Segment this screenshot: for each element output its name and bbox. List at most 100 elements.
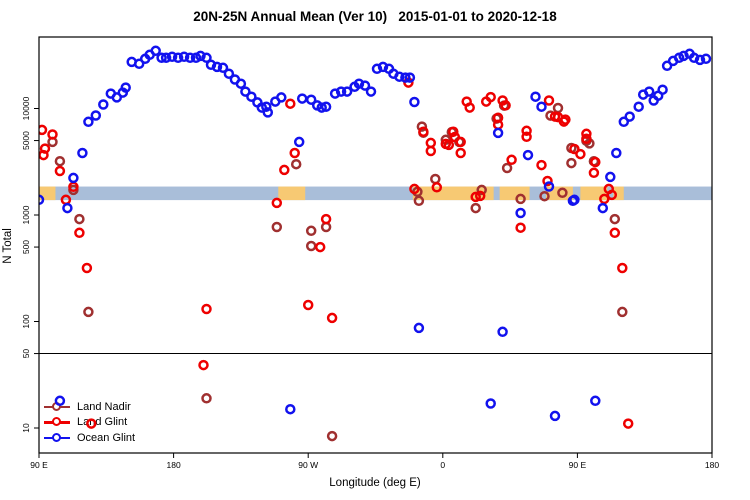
chart-title: 20N-25N Annual Mean (Ver 10) 2015-01-01 … bbox=[193, 9, 557, 24]
data-point bbox=[320, 101, 332, 112]
x-tick-label: 90 E bbox=[30, 460, 48, 470]
data-point bbox=[205, 59, 217, 71]
legend: Land Nadir Land Glint Ocean Glint bbox=[44, 399, 135, 446]
data-point bbox=[293, 136, 305, 148]
data-point bbox=[178, 51, 190, 63]
data-point bbox=[371, 63, 383, 75]
y-tick-label: 10 bbox=[21, 423, 31, 433]
data-point bbox=[296, 93, 308, 104]
data-point bbox=[413, 322, 425, 334]
data-point bbox=[633, 101, 644, 112]
data-point bbox=[409, 96, 420, 108]
x-tick-label: 90 E bbox=[569, 460, 587, 470]
data-point bbox=[409, 183, 420, 195]
map-strip-land bbox=[580, 186, 608, 201]
data-point bbox=[39, 143, 51, 154]
data-point bbox=[464, 102, 475, 113]
data-point bbox=[279, 164, 290, 176]
data-point bbox=[305, 94, 317, 105]
data-point bbox=[74, 227, 85, 239]
ocean-glint-marker-icon bbox=[44, 432, 70, 443]
data-point bbox=[506, 154, 517, 166]
data-point bbox=[86, 418, 97, 429]
data-point bbox=[443, 139, 455, 151]
data-point bbox=[289, 147, 300, 159]
data-point bbox=[575, 148, 586, 160]
data-point bbox=[611, 147, 622, 159]
data-point bbox=[700, 53, 712, 65]
data-point bbox=[430, 173, 441, 185]
x-tick-label: 0 bbox=[440, 460, 445, 470]
data-point bbox=[599, 193, 610, 205]
data-point bbox=[271, 221, 283, 233]
x-tick-label: 90 W bbox=[298, 460, 318, 470]
data-point bbox=[47, 129, 58, 140]
data-point bbox=[98, 99, 109, 110]
data-point bbox=[425, 137, 437, 149]
data-point bbox=[543, 181, 555, 192]
data-point bbox=[492, 119, 504, 130]
data-point bbox=[68, 172, 79, 184]
data-point bbox=[449, 131, 461, 143]
y-tick-label: 500 bbox=[21, 240, 31, 254]
y-tick-label: 1000 bbox=[21, 205, 31, 224]
ocean-glint-points bbox=[39, 45, 712, 422]
data-point bbox=[326, 312, 338, 324]
data-point bbox=[305, 225, 317, 237]
y-tick-label: 100 bbox=[21, 314, 31, 328]
data-point bbox=[320, 213, 332, 225]
data-point bbox=[552, 102, 564, 114]
data-point bbox=[694, 54, 706, 66]
data-point bbox=[83, 116, 94, 128]
data-point bbox=[566, 157, 577, 169]
data-point bbox=[81, 262, 93, 274]
legend-item-ocean-glint: Ocean Glint bbox=[44, 430, 135, 446]
data-point bbox=[539, 190, 550, 202]
data-point bbox=[365, 86, 377, 97]
data-point bbox=[326, 430, 338, 442]
data-point bbox=[622, 418, 634, 429]
data-point bbox=[359, 80, 371, 91]
y-tick-label: 10000 bbox=[21, 96, 31, 120]
data-point bbox=[377, 61, 389, 73]
plot-border bbox=[38, 36, 713, 454]
data-point bbox=[609, 213, 621, 225]
data-point bbox=[172, 52, 184, 64]
data-point bbox=[522, 149, 534, 161]
legend-item-land-nadir: Land Nadir bbox=[44, 399, 135, 415]
data-point bbox=[448, 126, 459, 137]
data-point bbox=[500, 100, 511, 111]
data-point bbox=[201, 303, 212, 315]
data-point bbox=[400, 72, 411, 83]
data-point bbox=[557, 187, 568, 199]
x-tick-label: 180 bbox=[167, 460, 181, 470]
data-point bbox=[569, 194, 580, 206]
data-point bbox=[455, 147, 466, 159]
data-point bbox=[617, 262, 628, 274]
data-point bbox=[416, 121, 428, 132]
data-point bbox=[211, 61, 223, 73]
data-point bbox=[643, 86, 655, 97]
data-point bbox=[240, 86, 251, 97]
data-point bbox=[521, 131, 532, 143]
land-glint-marker-icon bbox=[44, 417, 70, 427]
data-point bbox=[455, 136, 466, 148]
data-point bbox=[74, 213, 85, 225]
data-point bbox=[590, 156, 601, 168]
data-point bbox=[54, 165, 66, 177]
data-point bbox=[394, 71, 405, 82]
data-point bbox=[201, 52, 212, 64]
data-point bbox=[605, 171, 616, 183]
data-point bbox=[581, 133, 592, 145]
data-point bbox=[39, 124, 48, 136]
data-point bbox=[549, 410, 561, 422]
data-point bbox=[150, 45, 161, 57]
data-point bbox=[160, 52, 172, 64]
y-tick-label: 50 bbox=[21, 349, 31, 359]
data-point bbox=[606, 189, 618, 201]
data-point bbox=[492, 127, 504, 139]
data-point bbox=[305, 240, 317, 252]
data-point bbox=[515, 193, 526, 205]
data-point bbox=[597, 202, 609, 214]
